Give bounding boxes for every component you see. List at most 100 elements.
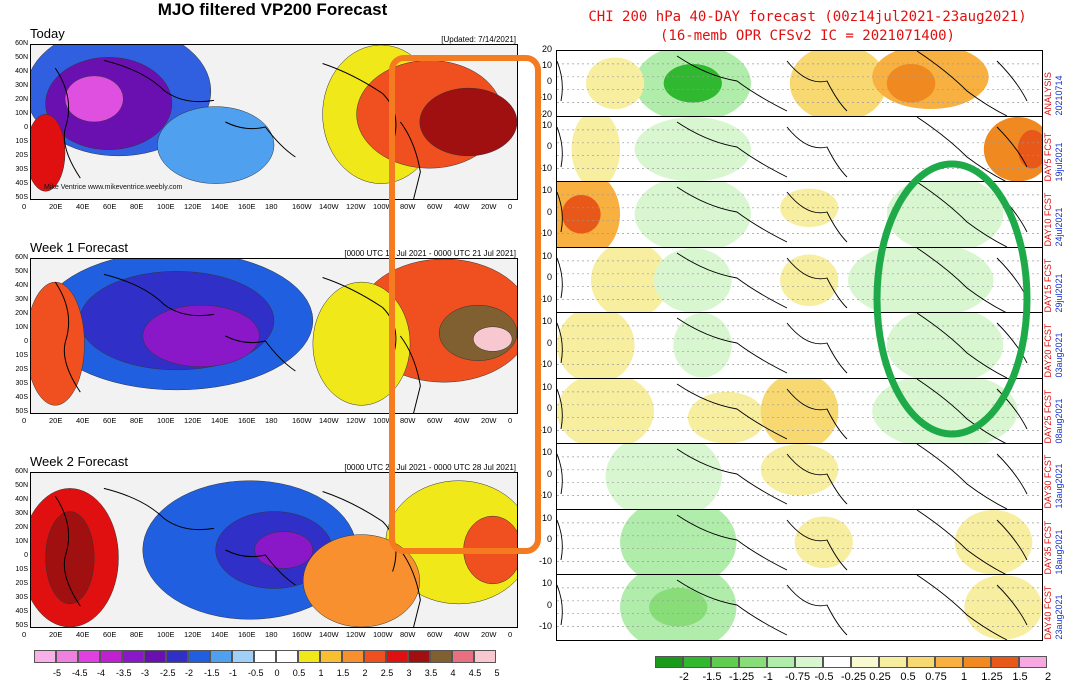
colorbar-label: 2 bbox=[1044, 671, 1052, 683]
colorbar-label: -0.5 bbox=[248, 668, 264, 678]
lat-tick-label: 50S bbox=[15, 408, 28, 415]
lon-tick-label: 60W bbox=[427, 630, 443, 639]
colorbar-swatch bbox=[474, 650, 496, 663]
coastline bbox=[557, 181, 1028, 247]
lon-tick-label: 60W bbox=[427, 416, 443, 425]
lat-tick-label: 20S bbox=[15, 580, 28, 587]
lon-tick-label: 80W bbox=[400, 202, 416, 211]
lon-tick-label: 100E bbox=[157, 416, 175, 425]
colorbar-swatch bbox=[851, 656, 879, 668]
colorbar-label: -1 bbox=[228, 668, 237, 678]
green-highlight-ellipse bbox=[873, 160, 1031, 438]
lon-tick-label: 120E bbox=[184, 416, 202, 425]
colorbar-label: 3.5 bbox=[424, 668, 438, 678]
chi-forecast-panel bbox=[556, 115, 1043, 182]
lon-tick-label: 120W bbox=[346, 630, 366, 639]
lat-tick-label: 10N bbox=[15, 324, 28, 331]
lat-tick-label: 30N bbox=[15, 82, 28, 89]
chi-forecast-panel bbox=[556, 443, 1043, 510]
colorbar-swatch bbox=[655, 656, 683, 668]
colorbar-swatch bbox=[879, 656, 907, 668]
lat-tick-label: 10N bbox=[15, 538, 28, 545]
lon-tick-label: 140W bbox=[319, 202, 339, 211]
lat-tick-label: 30N bbox=[15, 296, 28, 303]
lat-tick-label: 60N bbox=[15, 40, 28, 47]
chi-anomaly-blob bbox=[789, 50, 887, 116]
lat-tick-label: 10 bbox=[541, 60, 552, 71]
lat-tick-label: 30N bbox=[15, 510, 28, 517]
lon-tick-label: 180 bbox=[265, 202, 278, 211]
lon-tick-label: 140E bbox=[211, 630, 229, 639]
colorbar-swatch bbox=[298, 650, 320, 663]
coastline bbox=[54, 273, 421, 413]
chi-forecast-panel bbox=[556, 508, 1043, 575]
lon-tick-label: 60E bbox=[103, 630, 117, 639]
vp200-anomaly-blob bbox=[302, 534, 421, 627]
lon-tick-label: 140E bbox=[211, 202, 229, 211]
panel-date-range: [Updated: 7/14/2021] bbox=[441, 35, 516, 44]
chi-anomaly-blob bbox=[964, 575, 1042, 640]
panel-date-range: [0000 UTC 22 Jul 2021 - 0000 UTC 28 Jul … bbox=[344, 463, 516, 472]
colorbar-label: -1.25 bbox=[729, 671, 755, 683]
lon-tick-label: 80E bbox=[130, 202, 144, 211]
lat-tick-label: 0 bbox=[546, 141, 552, 151]
lat-tick-label: 20N bbox=[15, 524, 28, 531]
panel-label: Week 2 Forecast bbox=[30, 454, 129, 469]
chi-anomaly-blob bbox=[557, 378, 654, 444]
lon-tick-label: 40E bbox=[76, 416, 90, 425]
chi-anomaly-blob bbox=[571, 116, 621, 182]
lat-tick-label: 0 bbox=[546, 337, 552, 348]
coastline bbox=[557, 312, 1028, 378]
chi-anomaly-blob bbox=[848, 247, 994, 313]
colorbar-label: -0.75 bbox=[785, 671, 811, 683]
chi-anomaly-blob bbox=[634, 181, 751, 247]
vp200-map-panel bbox=[30, 472, 518, 628]
left-figure-title: MJO filtered VP200 Forecast bbox=[157, 0, 388, 19]
lon-tick-label: 80W bbox=[400, 416, 416, 425]
lat-tick-label: 0 bbox=[546, 599, 552, 610]
colorbar-label: 0.25 bbox=[869, 671, 891, 683]
lon-tick-label: 20W bbox=[481, 202, 497, 211]
colorbar-label: -3.5 bbox=[116, 668, 132, 678]
colorbar-label: -1.5 bbox=[204, 668, 220, 678]
lat-tick-label: -10 bbox=[538, 424, 552, 435]
chi-contour-field bbox=[557, 181, 1042, 247]
coastline bbox=[557, 574, 1028, 640]
colorbar-swatch bbox=[100, 650, 122, 663]
vp200-anomaly-blob bbox=[45, 511, 95, 605]
colorbar-label: 1 bbox=[318, 668, 324, 678]
colorbar-swatch bbox=[711, 656, 739, 668]
lon-tick-label: 20E bbox=[49, 202, 63, 211]
lat-tick-label: -10 bbox=[538, 555, 552, 566]
chi-contour-field bbox=[557, 50, 1042, 116]
chi-anomaly-blob bbox=[590, 247, 669, 313]
lon-tick-label: 120E bbox=[184, 630, 202, 639]
lat-tick-label: 10S bbox=[15, 138, 28, 145]
lon-tick-label: 60W bbox=[427, 202, 443, 211]
lon-tick-label: 40W bbox=[454, 630, 470, 639]
vp200-map-panel bbox=[30, 258, 518, 414]
lat-tick-label: 20N bbox=[15, 310, 28, 317]
colorbar-swatch bbox=[739, 656, 767, 668]
colorbar-label: 1.5 bbox=[1012, 671, 1028, 683]
panel-date-range: [0000 UTC 15 Jul 2021 - 0000 UTC 21 Jul … bbox=[344, 249, 516, 258]
orange-highlight-box bbox=[389, 55, 541, 554]
lat-tick-label: 50S bbox=[15, 194, 28, 201]
colorbar-swatch bbox=[907, 656, 935, 668]
right-title-line2: (16-memb OPR CFSv2 IC = 2021071400) bbox=[659, 28, 955, 44]
chi-forecast-panel bbox=[556, 312, 1043, 379]
lat-tick-label: 10 bbox=[541, 578, 552, 588]
colorbar-label: -1 bbox=[763, 671, 773, 683]
lat-tick-label: 0 bbox=[546, 403, 552, 413]
chi-anomaly-blob bbox=[1017, 129, 1042, 169]
colorbar-label: 2.5 bbox=[380, 668, 394, 678]
lon-tick-label: 20W bbox=[481, 630, 497, 639]
vp200-anomaly-blob bbox=[473, 326, 513, 352]
lat-tick-label: 10 bbox=[541, 250, 552, 261]
chi-contour-field bbox=[557, 116, 1042, 182]
lon-tick-label: 20E bbox=[49, 416, 63, 425]
colorbar-swatch bbox=[452, 650, 474, 663]
lon-tick-label: 0 bbox=[508, 630, 513, 639]
lon-tick-label: 60E bbox=[103, 416, 117, 425]
